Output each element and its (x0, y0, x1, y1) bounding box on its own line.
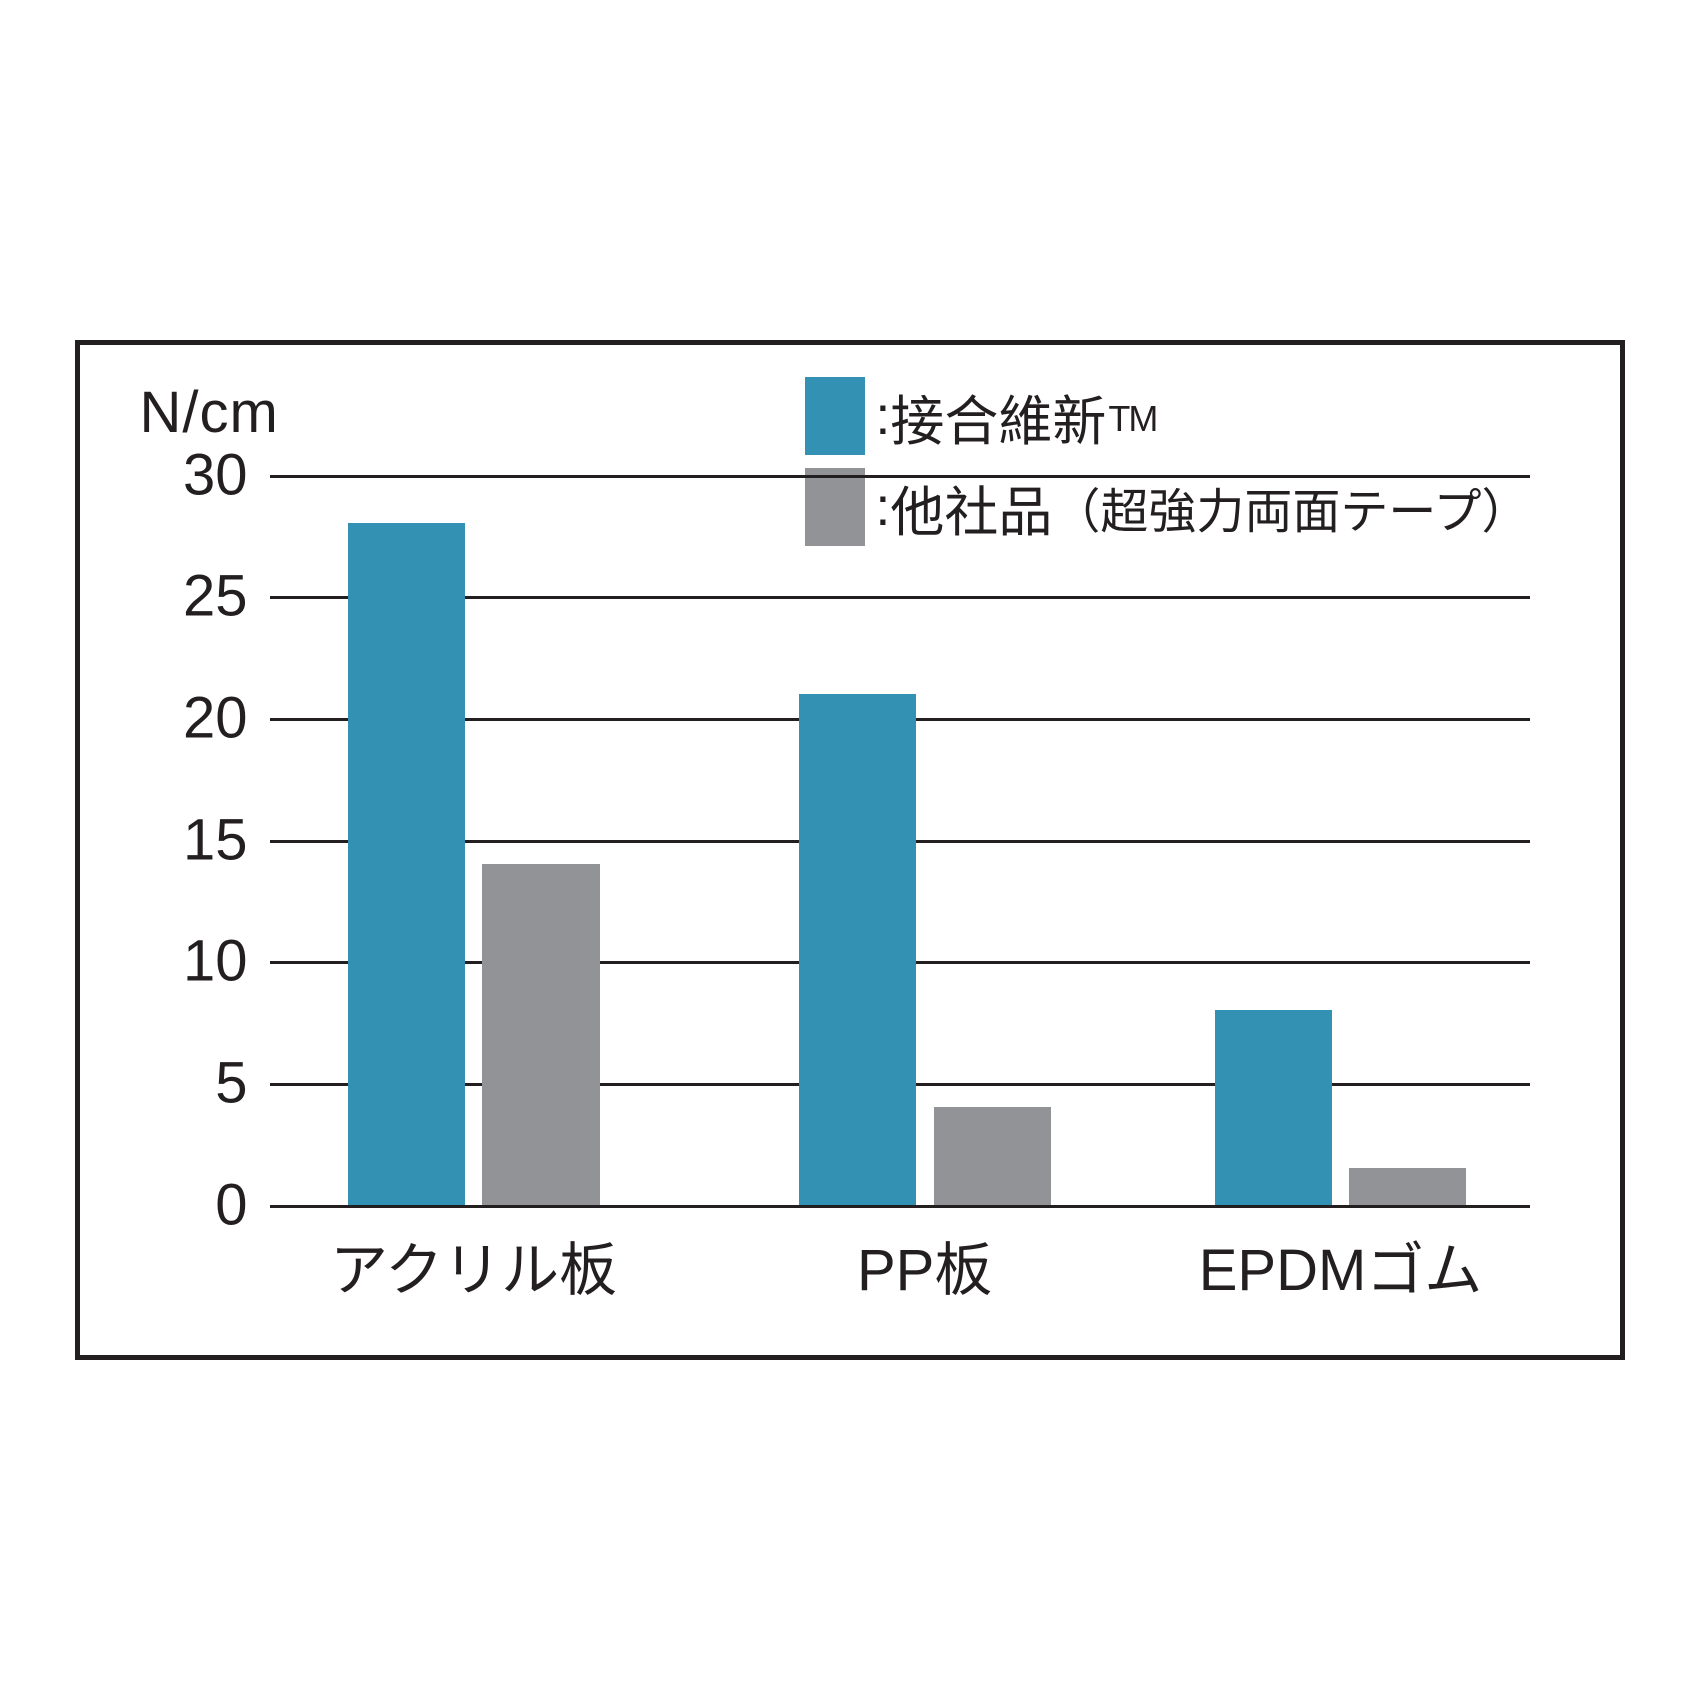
chart-frame: N/cm : 接合維新 TM : 他社品 （超強力両面テープ） 05101520… (75, 340, 1625, 1360)
chart-area: N/cm : 接合維新 TM : 他社品 （超強力両面テープ） 05101520… (140, 385, 1560, 1305)
y-tick-label: 30 (183, 441, 270, 508)
plot-area: 051015202530アクリル板PP板EPDMゴム (270, 475, 1530, 1205)
legend-colon: : (875, 385, 890, 447)
bar (1349, 1168, 1466, 1205)
gridline (270, 475, 1530, 478)
bar (934, 1107, 1051, 1204)
y-axis-label: N/cm (140, 379, 279, 446)
trademark-icon: TM (1108, 398, 1156, 440)
bar (482, 864, 599, 1205)
bar (348, 523, 465, 1204)
bar (1215, 1010, 1332, 1205)
category-label: PP板 (857, 1205, 992, 1307)
y-tick-label: 20 (183, 684, 270, 751)
y-tick-label: 5 (215, 1049, 269, 1116)
y-tick-label: 15 (183, 806, 270, 873)
y-tick-label: 0 (215, 1171, 269, 1238)
bar (799, 694, 916, 1205)
y-tick-label: 25 (183, 563, 270, 630)
legend-item-0: : 接合維新 TM (805, 377, 1529, 456)
legend-swatch-0 (805, 377, 865, 455)
category-label: EPDMゴム (1199, 1205, 1483, 1307)
legend-label-0: 接合維新 (890, 377, 1106, 456)
category-label: アクリル板 (330, 1205, 617, 1307)
y-tick-label: 10 (183, 928, 270, 995)
